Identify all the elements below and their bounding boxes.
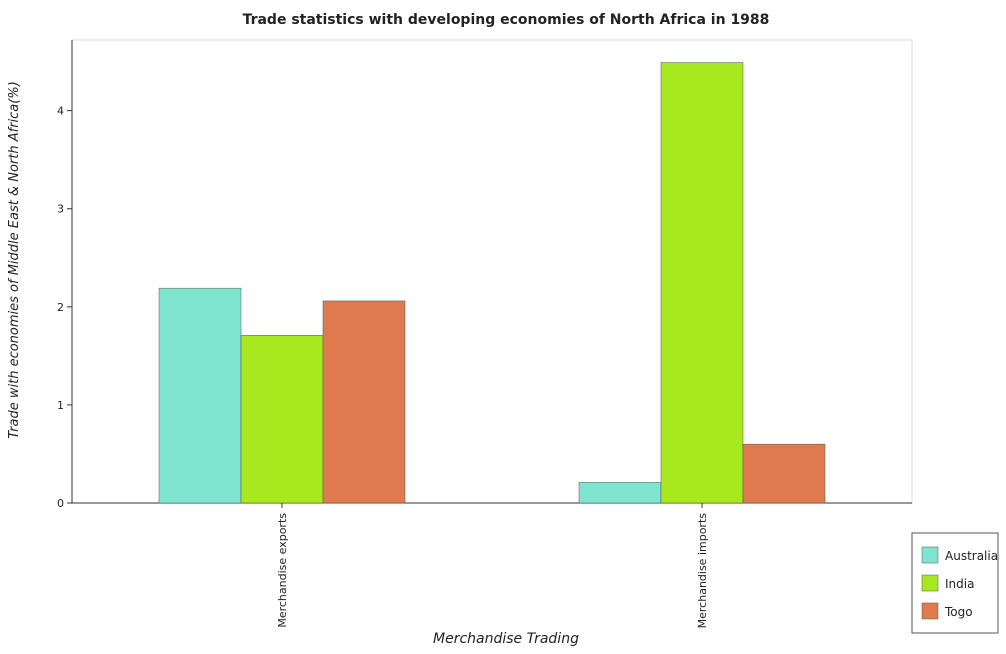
bar-australia-exports bbox=[158, 287, 242, 504]
y-tick-label: 3 bbox=[57, 203, 64, 216]
y-axis-label: Trade with economies of Middle East & No… bbox=[7, 81, 22, 439]
y-tick-label: 2 bbox=[57, 301, 64, 314]
bar-togo-imports bbox=[742, 443, 826, 504]
legend-swatch-togo bbox=[921, 602, 939, 620]
bar-india-exports bbox=[240, 335, 324, 504]
x-tick-label: Merchandise imports bbox=[696, 513, 709, 629]
x-tick-label: Merchandise exports bbox=[276, 513, 289, 628]
legend-label-togo: Togo bbox=[944, 605, 973, 619]
bar-india-imports bbox=[660, 62, 744, 504]
bar-togo-exports bbox=[322, 300, 406, 504]
legend: Australia India Togo bbox=[911, 532, 999, 634]
y-tick-label: 0 bbox=[57, 497, 64, 510]
bar-australia-imports bbox=[578, 482, 662, 504]
x-axis-label: Merchandise Trading bbox=[433, 631, 579, 647]
y-tick-label: 4 bbox=[57, 105, 64, 118]
plot-area: 0 1 2 3 4 Merchandise exports Merchandise impo… bbox=[57, 39, 913, 629]
legend-label-india: India bbox=[945, 577, 974, 591]
legend-swatch-india bbox=[921, 574, 939, 592]
legend-swatch-australia bbox=[921, 546, 939, 564]
y-tick-label: 1 bbox=[57, 399, 64, 412]
chart-title: Trade statistics with developing economi… bbox=[243, 12, 770, 28]
legend-label-australia: Australia bbox=[945, 549, 998, 563]
